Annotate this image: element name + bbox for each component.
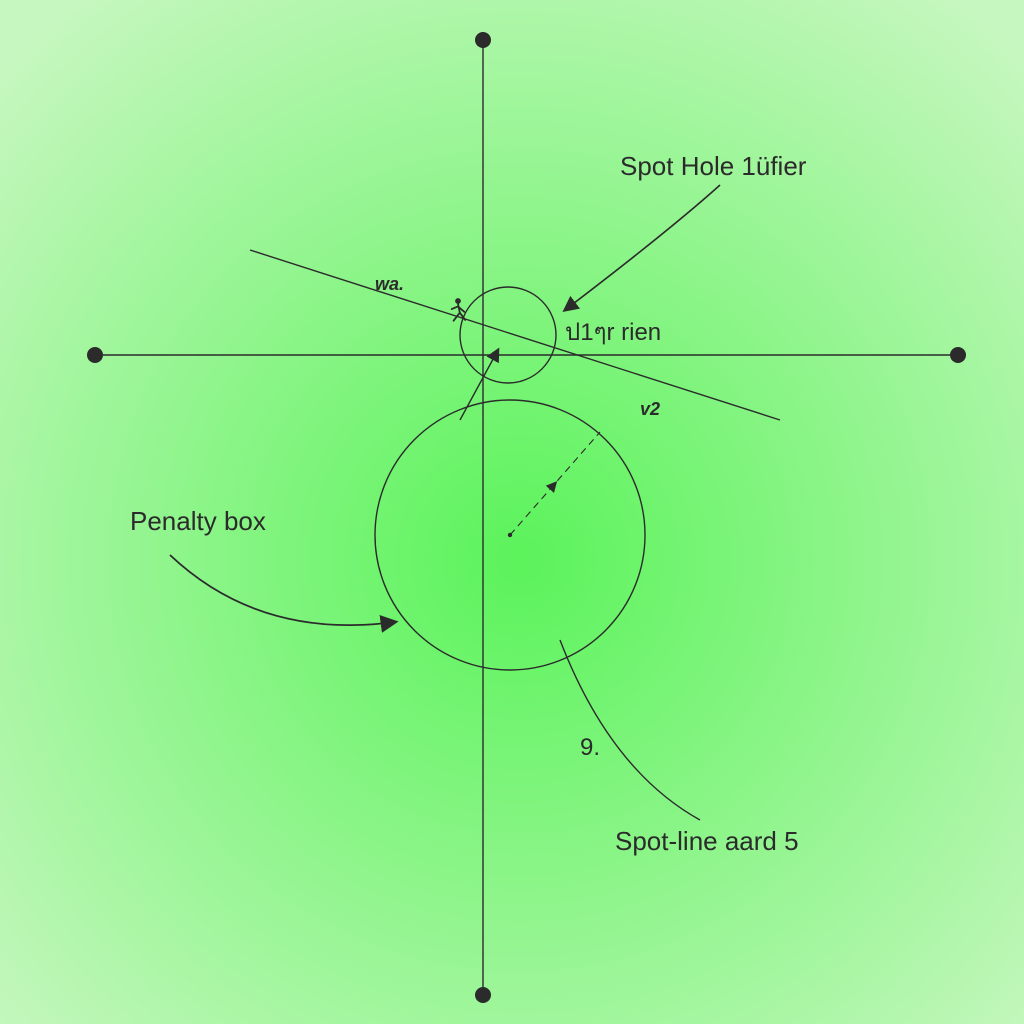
label-nine: 9. <box>580 734 600 761</box>
diagram-stage: Spot Hole 1üfier ป1ๆr rien wa. v2 Penalty bo… <box>0 0 1024 1024</box>
label-penalty-box: Penalty box <box>130 506 266 536</box>
label-spot-hole: Spot Hole 1üfier <box>620 151 807 181</box>
label-u1-rien: ป1ๆr rien <box>565 319 661 346</box>
label-wa: wa. <box>375 274 404 294</box>
endpoint-dot-right <box>950 347 966 363</box>
endpoint-dot-bottom <box>475 987 491 1003</box>
label-spot-line: Spot-line aard 5 <box>615 826 799 856</box>
label-v2: v2 <box>640 399 660 419</box>
endpoint-dot-left <box>87 347 103 363</box>
big-circle-center-dot <box>508 533 512 537</box>
endpoint-dot-top <box>475 32 491 48</box>
